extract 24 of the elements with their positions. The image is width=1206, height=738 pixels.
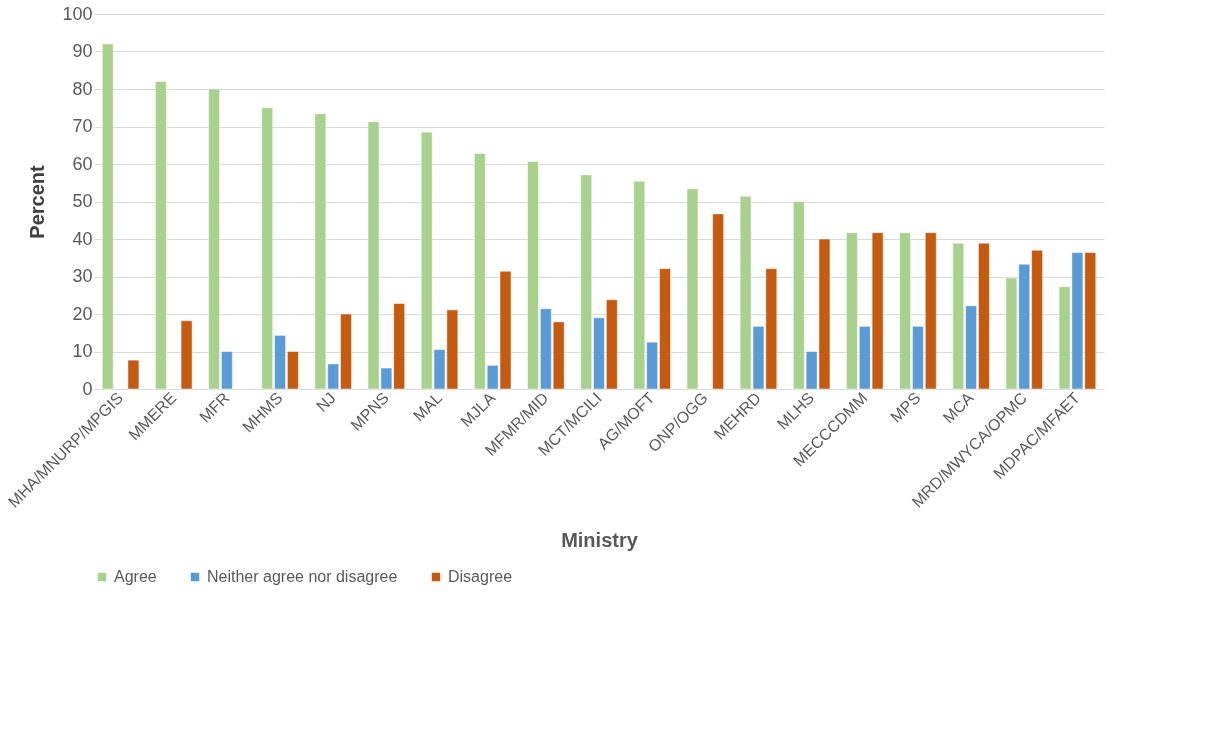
y-axis-title: Percent [26, 164, 49, 239]
x-tick-label: NJ [313, 389, 339, 415]
bar [712, 213, 724, 390]
legend-label: Neither agree nor disagree [207, 568, 398, 585]
y-tick-label: 100 [62, 3, 93, 24]
legend-label: Agree [114, 568, 157, 585]
y-tick-label: 0 [82, 378, 93, 399]
y-tick-label: 50 [72, 191, 93, 211]
bar [102, 43, 114, 390]
y-tick-label: 30 [72, 266, 93, 286]
y-tick-label: 20 [72, 303, 93, 324]
y-tick-label: 90 [72, 41, 93, 61]
y-tick-label: 70 [72, 116, 93, 136]
legend-label: Disagree [448, 568, 513, 585]
y-tick-label: 80 [72, 78, 93, 99]
x-axis-title: Ministry [561, 528, 639, 551]
bar [155, 81, 167, 390]
y-tick-label: 60 [72, 153, 93, 174]
x-tick-label: MAL [409, 389, 446, 425]
bar [127, 359, 140, 390]
y-tick-label: 40 [72, 228, 93, 249]
y-tick-label: 10 [72, 341, 93, 361]
bar [686, 188, 699, 390]
bar [180, 320, 193, 390]
